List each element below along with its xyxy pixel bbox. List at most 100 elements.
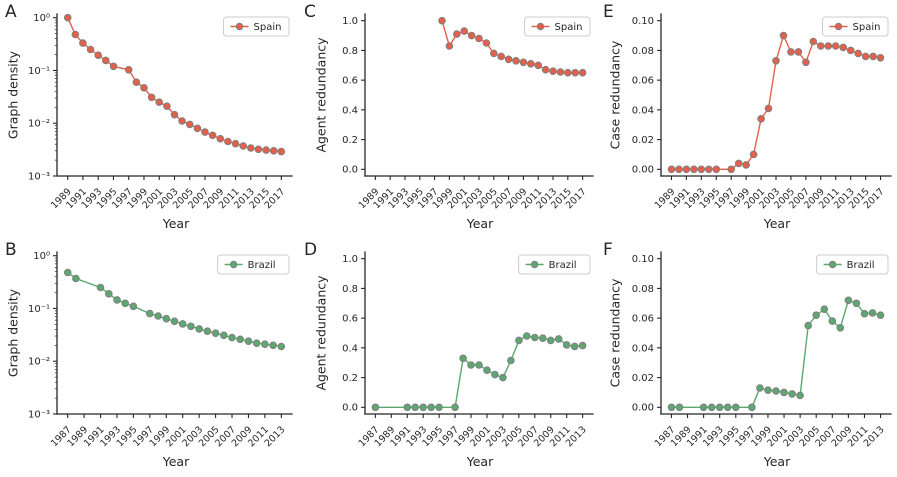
legend: Spain bbox=[822, 16, 889, 37]
data-point-marker bbox=[63, 13, 72, 22]
data-point-marker bbox=[63, 268, 72, 277]
data-point-marker bbox=[193, 124, 202, 133]
data-point-marker bbox=[244, 337, 253, 345]
data-point-marker bbox=[667, 165, 676, 174]
data-point-marker bbox=[216, 134, 225, 143]
y-tick-label: 0.00 bbox=[632, 165, 654, 176]
data-point-marker bbox=[756, 384, 764, 392]
data-point-marker bbox=[129, 302, 138, 311]
y-tick-label: 0.02 bbox=[632, 135, 654, 146]
data-point-marker bbox=[435, 403, 443, 412]
legend-label: Spain bbox=[853, 22, 881, 33]
data-point-marker bbox=[269, 147, 278, 155]
data-point-marker bbox=[734, 159, 743, 168]
legend: Spain bbox=[223, 16, 290, 37]
data-point-marker bbox=[772, 57, 780, 65]
data-point-marker bbox=[186, 120, 194, 129]
data-point-marker bbox=[132, 78, 141, 86]
panel-C-letter: C bbox=[304, 2, 317, 22]
panel-F-letter: F bbox=[603, 240, 614, 260]
data-point-marker bbox=[403, 403, 412, 412]
data-point-marker bbox=[269, 341, 277, 350]
legend-box bbox=[217, 254, 290, 275]
y-tick-label: 0.08 bbox=[632, 46, 654, 57]
data-point-marker bbox=[162, 314, 171, 323]
data-point-marker bbox=[72, 274, 80, 283]
data-point-marker bbox=[667, 403, 676, 412]
data-point-marker bbox=[836, 324, 845, 332]
data-point-marker bbox=[570, 342, 579, 351]
panel-E-ylabel: Case redundancy bbox=[607, 40, 623, 150]
legend-box bbox=[524, 16, 591, 37]
data-point-marker bbox=[499, 373, 507, 382]
y-tick-label: 10⁻² bbox=[28, 357, 50, 368]
data-point-marker bbox=[178, 320, 187, 328]
data-point-marker bbox=[79, 39, 87, 47]
data-point-marker bbox=[578, 341, 587, 350]
legend-label: Spain bbox=[555, 22, 583, 33]
data-point-marker bbox=[541, 65, 550, 74]
data-point-marker bbox=[869, 52, 877, 61]
data-point-marker bbox=[71, 30, 80, 39]
y-tick-label: 10⁰ bbox=[33, 13, 50, 24]
data-point-marker bbox=[554, 335, 563, 343]
data-point-marker bbox=[445, 42, 454, 50]
data-point-marker bbox=[236, 335, 244, 344]
data-point-marker bbox=[531, 333, 539, 342]
panel-A-letter: A bbox=[5, 2, 18, 22]
legend-box bbox=[518, 254, 591, 275]
y-tick-label: 0.8 bbox=[342, 284, 358, 295]
data-point-marker bbox=[742, 161, 750, 169]
data-point-marker bbox=[839, 43, 847, 52]
panel-E: 1989 1991 1993 1995 1997 1999 2001 2003 2005 2007… bbox=[598, 0, 897, 238]
x-axis: 1987198919911993199519971999200120032005… bbox=[357, 414, 589, 449]
data-point-marker bbox=[780, 388, 788, 397]
data-point-marker bbox=[504, 55, 513, 64]
data-point-marker bbox=[460, 27, 468, 35]
legend-label: Spain bbox=[254, 22, 282, 33]
data-point-marker bbox=[723, 403, 732, 412]
data-point-marker bbox=[231, 139, 240, 148]
data-point-marker bbox=[556, 68, 565, 76]
x-axis: 1989199119931995199719992001200320052007… bbox=[357, 176, 589, 211]
legend-marker bbox=[536, 22, 545, 31]
legend: Brazil bbox=[217, 254, 290, 275]
data-point-marker bbox=[262, 146, 270, 154]
data-point-marker bbox=[109, 62, 118, 71]
y-tick-label: 1.0 bbox=[342, 254, 358, 265]
data-point-marker bbox=[546, 336, 555, 345]
y-tick-label: 0.0 bbox=[342, 165, 358, 176]
data-point-marker bbox=[787, 48, 795, 56]
data-point-marker bbox=[220, 331, 228, 340]
data-point-marker bbox=[419, 403, 427, 412]
data-point-marker bbox=[764, 386, 772, 394]
y-tick-label: 0.00 bbox=[632, 403, 654, 414]
series-Brazil bbox=[667, 296, 885, 412]
panel-E-xlabel: Year bbox=[763, 216, 791, 231]
y-tick-label: 10⁰ bbox=[33, 251, 50, 262]
data-point-marker bbox=[705, 165, 713, 174]
chart-E-plot: 1989199119931995199719992001200320052007… bbox=[632, 13, 892, 211]
data-point-marker bbox=[154, 312, 162, 320]
y-tick-label: 0.04 bbox=[632, 343, 654, 354]
series-Spain bbox=[667, 31, 885, 174]
legend-label: Brazil bbox=[847, 260, 875, 271]
y-tick-label: 0.0 bbox=[342, 403, 358, 414]
data-point-marker bbox=[163, 102, 171, 110]
data-point-marker bbox=[861, 52, 870, 61]
data-point-marker bbox=[578, 68, 587, 77]
chart-B-plot: 1987198919911993199519971999200120032005… bbox=[28, 251, 293, 449]
data-point-marker bbox=[411, 403, 419, 412]
data-point-marker bbox=[690, 165, 698, 174]
panel-F-ylabel: Case redundancy bbox=[607, 278, 623, 388]
panel-A: 1989 1991 1993 1995 1997 1999 2001 2003 2005 2007… bbox=[0, 0, 299, 238]
data-point-marker bbox=[732, 403, 740, 412]
panel-D: 1987 1989 1991 1993 1995 1997 1999 2001 2003 2005… bbox=[299, 238, 598, 477]
data-point-marker bbox=[571, 68, 580, 77]
data-point-marker bbox=[277, 147, 286, 156]
data-point-marker bbox=[490, 49, 498, 58]
legend-marker bbox=[235, 22, 244, 31]
data-point-marker bbox=[224, 137, 232, 146]
x-axis: 1989199119931995199719992001200320052007… bbox=[653, 176, 887, 211]
data-point-marker bbox=[187, 322, 195, 331]
